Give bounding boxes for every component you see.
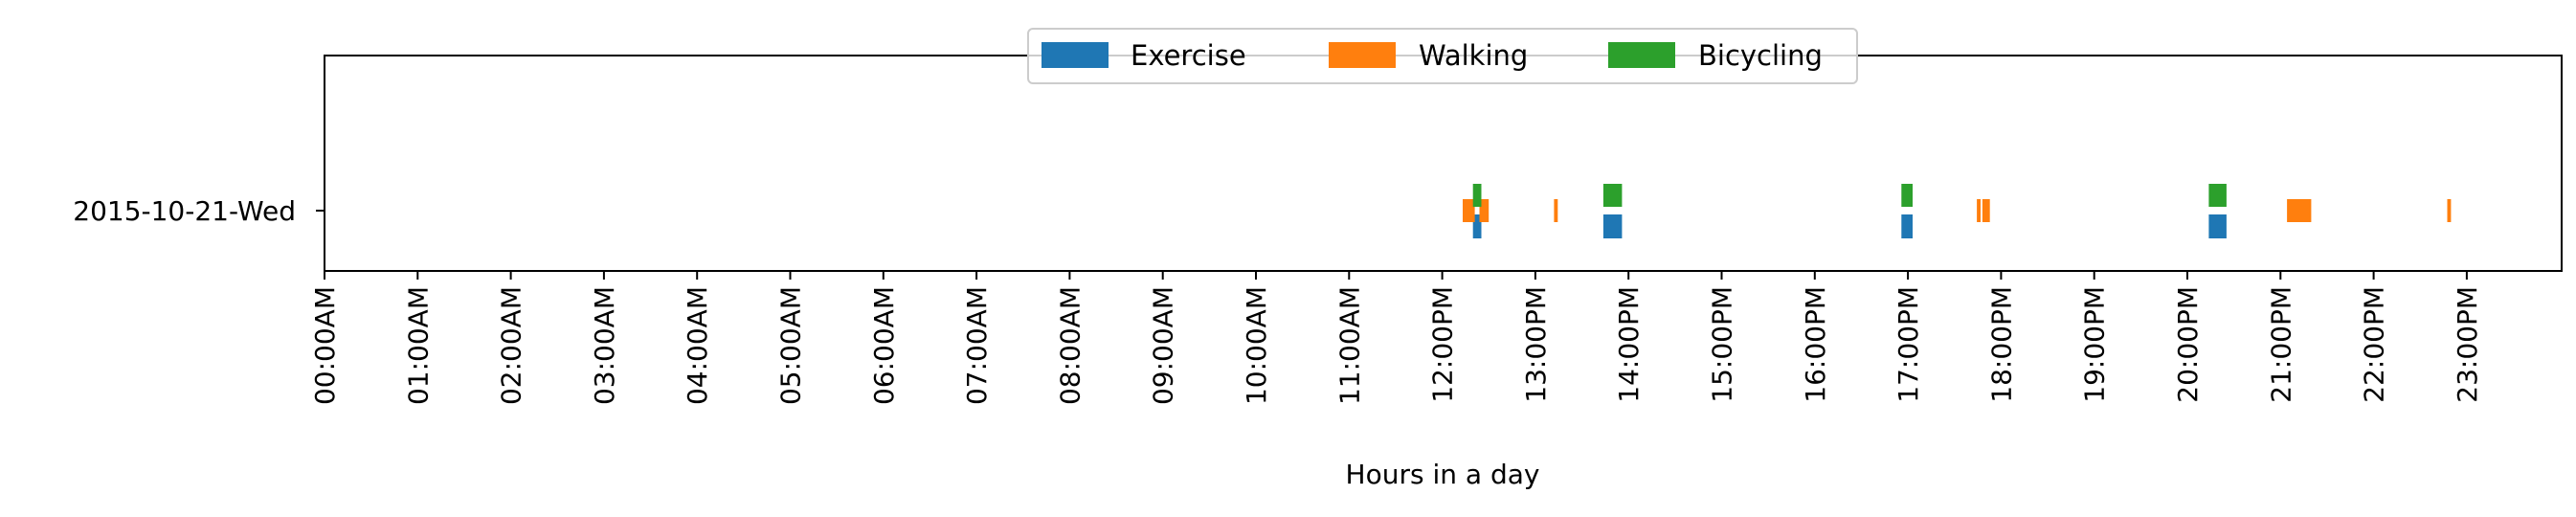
x-tick-label: 04:00AM — [682, 286, 713, 405]
legend: Exercise Walking Bicycling — [1027, 28, 1858, 84]
x-tick-label: 09:00AM — [1148, 286, 1179, 405]
x-tick-label: 11:00AM — [1333, 286, 1365, 405]
x-axis-label: Hours in a day — [1346, 459, 1540, 490]
legend-label-exercise: Exercise — [1131, 39, 1246, 72]
x-tick-label: 13:00PM — [1520, 286, 1552, 403]
walking-interval-bar — [1554, 199, 1558, 222]
walking-interval-bar — [1982, 199, 1990, 222]
exercise-interval-bar — [2208, 214, 2227, 238]
x-tick-label: 22:00PM — [2359, 286, 2390, 403]
bicycling-interval-bar — [1602, 184, 1623, 207]
walking-interval-bar — [2447, 199, 2452, 222]
plot-frame — [324, 55, 2563, 272]
x-tick-label: 12:00PM — [1427, 286, 1459, 403]
bicycling-interval-bar — [2208, 184, 2227, 207]
x-tick-label: 17:00PM — [1893, 286, 1924, 403]
x-tick-label: 21:00PM — [2265, 286, 2296, 403]
y-axis: 2015-10-21-Wed — [73, 195, 325, 227]
legend-label-walking: Walking — [1419, 39, 1528, 72]
x-tick-label: 14:00PM — [1613, 286, 1645, 403]
x-tick-label: 18:00PM — [1985, 286, 2017, 403]
x-tick-label: 19:00PM — [2079, 286, 2111, 403]
bicycling-interval-bar — [1472, 184, 1482, 207]
legend-swatch-exercise — [1042, 42, 1109, 68]
x-tick-label: 02:00AM — [496, 286, 527, 405]
x-axis: 00:00AM 01:00AM 02:00AM 03:00AM 04:00AM 05:00… — [309, 271, 2483, 405]
x-tick-label: 20:00PM — [2172, 286, 2204, 403]
walking-interval-bar — [1479, 199, 1490, 222]
x-tick-label: 23:00PM — [2452, 286, 2483, 403]
bicycling-interval-bar — [1901, 184, 1913, 207]
x-tick-label: 10:00AM — [1241, 286, 1272, 405]
x-tick-label: 08:00AM — [1054, 286, 1086, 405]
exercise-interval-bar — [1472, 214, 1482, 238]
walking-interval-bar — [1977, 199, 1981, 222]
legend-label-bicycling: Bicycling — [1698, 39, 1823, 72]
bars-layer — [1463, 184, 2452, 238]
x-tick-label: 06:00AM — [868, 286, 900, 405]
legend-swatch-bicycling — [1608, 42, 1675, 68]
x-tick-label: 01:00AM — [402, 286, 434, 405]
x-tick-label: 03:00AM — [589, 286, 620, 405]
x-tick-label: 00:00AM — [309, 286, 341, 405]
legend-swatch-walking — [1329, 42, 1396, 68]
y-tick-label: 2015-10-21-Wed — [73, 195, 296, 227]
walking-interval-bar — [1463, 199, 1475, 222]
exercise-interval-bar — [1602, 214, 1623, 238]
exercise-interval-bar — [1901, 214, 1913, 238]
x-tick-label: 07:00AM — [961, 286, 993, 405]
x-tick-label: 16:00PM — [1800, 286, 1831, 403]
x-tick-label: 05:00AM — [775, 286, 807, 405]
walking-interval-bar — [2287, 199, 2312, 222]
x-tick-label: 15:00PM — [1707, 286, 1738, 403]
